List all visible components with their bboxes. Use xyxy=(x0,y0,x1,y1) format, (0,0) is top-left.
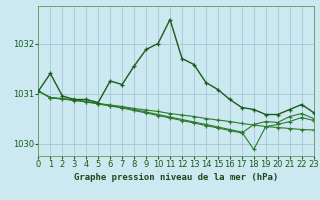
X-axis label: Graphe pression niveau de la mer (hPa): Graphe pression niveau de la mer (hPa) xyxy=(74,173,278,182)
